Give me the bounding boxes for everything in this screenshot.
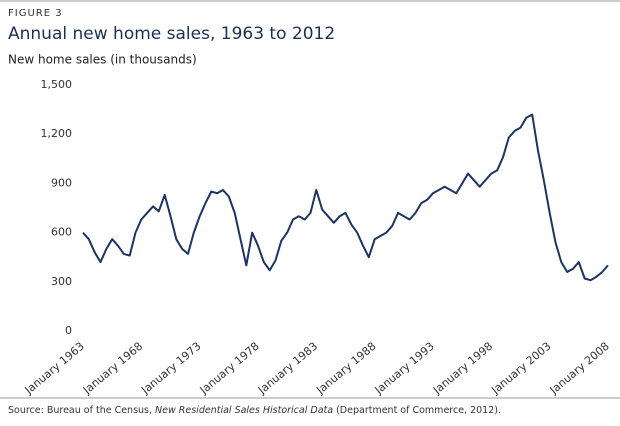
figure-label: FIGURE 3 — [8, 8, 63, 19]
y-tick-label: 0 — [65, 324, 72, 337]
y-tick-label: 900 — [51, 176, 72, 189]
data-line — [82, 113, 609, 282]
x-tick-label: January 1963 — [22, 340, 87, 398]
x-tick-label: January 1968 — [80, 340, 145, 398]
source-text: (Department of Commerce, 2012). — [333, 405, 501, 416]
x-tick-label: January 1978 — [197, 340, 262, 398]
chart-title: Annual new home sales, 1963 to 2012 — [8, 24, 335, 44]
x-tick-label: January 1983 — [255, 340, 320, 398]
y-tick-label: 1,500 — [41, 78, 73, 91]
source-text: Source: Bureau of the Census, — [8, 405, 155, 416]
x-tick-label: January 2003 — [488, 340, 553, 398]
y-tick-label: 1,200 — [41, 127, 73, 140]
x-tick-label: January 1998 — [430, 340, 495, 398]
x-tick-label: January 1993 — [372, 340, 437, 398]
y-tick-label: 600 — [51, 226, 72, 239]
x-tick-label: January 2008 — [547, 340, 612, 398]
y-axis-label: New home sales (in thousands) — [8, 53, 197, 67]
x-tick-label: January 1988 — [313, 340, 378, 398]
source-title: New Residential Sales Historical Data — [155, 405, 333, 416]
x-tick-label: January 1973 — [138, 340, 203, 398]
source: Source: Bureau of the Census, New Reside… — [8, 405, 501, 416]
y-tick-label: 300 — [51, 275, 72, 288]
